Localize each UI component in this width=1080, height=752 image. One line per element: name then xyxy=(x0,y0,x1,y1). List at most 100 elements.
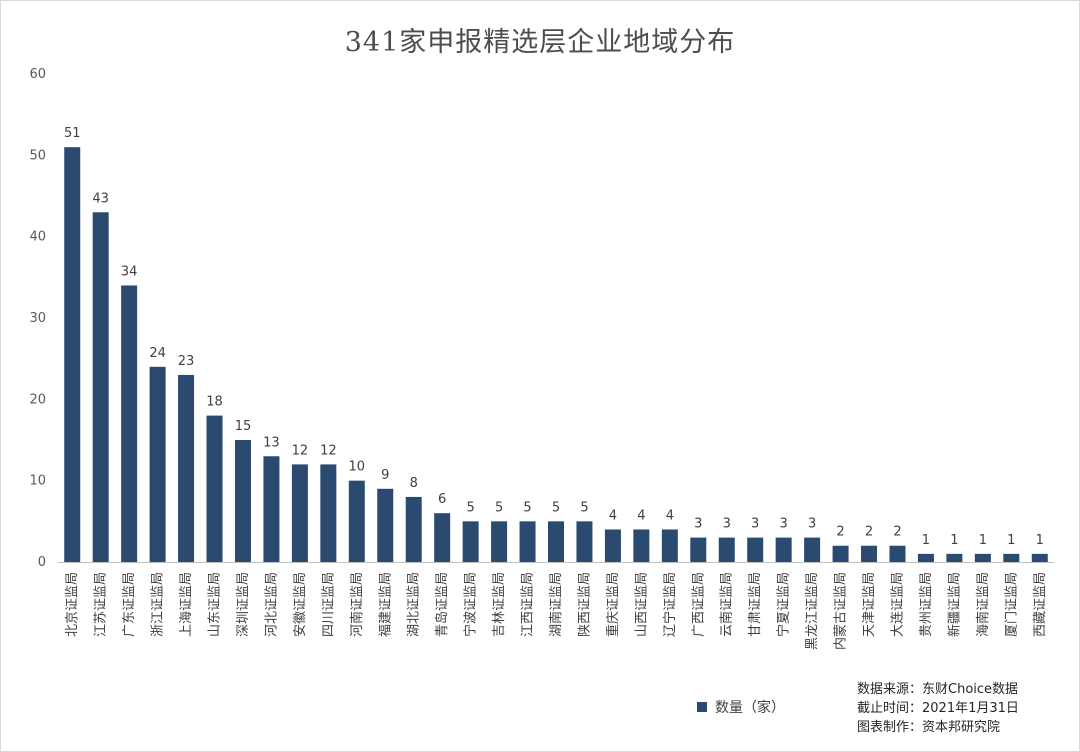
category-label: 贵州证监局 xyxy=(919,572,934,637)
category-label: 甘肃证监局 xyxy=(748,572,763,637)
category-label: 海南证监局 xyxy=(975,572,991,637)
category-label: 西藏证监局 xyxy=(1033,572,1048,637)
category-label: 福建证监局 xyxy=(378,572,393,637)
bar xyxy=(889,545,906,562)
bar xyxy=(434,513,451,562)
legend-swatch xyxy=(697,702,707,712)
category-label: 北京证监局 xyxy=(65,572,80,637)
bar xyxy=(917,553,934,562)
category-label: 安徽证监局 xyxy=(293,572,308,637)
data-label: 1 xyxy=(1036,533,1044,548)
data-label: 34 xyxy=(121,264,138,279)
category-label: 吉林证监局 xyxy=(492,572,507,637)
bar xyxy=(861,545,878,562)
data-label: 3 xyxy=(694,517,702,532)
cutoff-note: 截止时间：2021年1月31日 xyxy=(857,701,1019,716)
source-notes: 数据来源：东财Choice数据 截止时间：2021年1月31日 图表制作：资本邦… xyxy=(857,680,1019,737)
category-label: 重庆证监局 xyxy=(605,572,621,637)
data-label: 10 xyxy=(349,460,366,475)
category-label: 新疆证监局 xyxy=(946,572,962,637)
data-label: 4 xyxy=(666,508,674,523)
data-label: 23 xyxy=(178,354,195,369)
data-label: 1 xyxy=(922,533,930,548)
data-label: 6 xyxy=(438,492,446,507)
bar xyxy=(718,537,735,562)
category-label: 广西证监局 xyxy=(691,572,706,637)
data-label: 5 xyxy=(495,500,503,515)
bar xyxy=(747,537,764,562)
legend-label: 数量（家） xyxy=(715,700,785,716)
category-label: 天津证监局 xyxy=(862,572,877,637)
bar xyxy=(491,521,508,562)
bar xyxy=(291,464,308,562)
data-label: 8 xyxy=(410,476,418,491)
maker-note: 图表制作：资本邦研究院 xyxy=(857,720,1001,735)
bar xyxy=(804,537,821,562)
bar xyxy=(633,529,650,562)
category-label: 云南证监局 xyxy=(719,572,735,637)
bar xyxy=(832,545,849,562)
data-label: 43 xyxy=(92,191,109,206)
data-label: 4 xyxy=(609,508,617,523)
category-label: 深圳证监局 xyxy=(236,572,251,637)
data-label: 5 xyxy=(552,500,560,515)
data-label: 2 xyxy=(865,525,873,540)
data-label: 51 xyxy=(64,126,81,141)
category-label: 宁波证监局 xyxy=(463,572,479,637)
bar xyxy=(92,212,109,562)
data-label: 9 xyxy=(381,468,389,483)
bar xyxy=(519,521,536,562)
bar xyxy=(775,537,792,562)
category-label: 内蒙古证监局 xyxy=(833,572,849,650)
category-label: 青岛证监局 xyxy=(434,572,450,637)
bar xyxy=(661,529,678,562)
category-label: 湖南证监局 xyxy=(548,572,564,637)
data-label: 12 xyxy=(292,443,309,458)
data-label: 24 xyxy=(149,346,166,361)
data-label: 5 xyxy=(580,500,588,515)
bar xyxy=(263,456,280,562)
chart-title: 341家申报精选层企业地域分布 xyxy=(344,27,736,58)
data-label: 18 xyxy=(206,395,223,410)
bar xyxy=(149,366,166,562)
data-label: 13 xyxy=(263,435,280,450)
y-tick-label: 30 xyxy=(29,311,46,326)
data-label: 3 xyxy=(723,517,731,532)
category-label: 广东证监局 xyxy=(122,572,137,637)
y-tick-label: 0 xyxy=(38,555,46,570)
data-label: 12 xyxy=(320,443,337,458)
bar xyxy=(1003,553,1020,562)
category-label: 山西证监局 xyxy=(634,572,649,637)
category-label: 辽宁证监局 xyxy=(662,572,678,637)
bar xyxy=(234,440,251,562)
category-label: 大连证监局 xyxy=(889,572,905,637)
data-label: 2 xyxy=(836,525,844,540)
bar xyxy=(604,529,621,562)
category-label: 厦门证监局 xyxy=(1004,572,1019,637)
bar xyxy=(348,480,365,562)
bar xyxy=(121,285,138,562)
category-label: 陕西证监局 xyxy=(577,572,592,637)
y-tick-label: 40 xyxy=(29,230,46,245)
bar xyxy=(576,521,593,562)
y-tick-label: 50 xyxy=(29,148,46,163)
data-label: 1 xyxy=(1007,533,1015,548)
bar xyxy=(548,521,564,562)
category-label: 上海证监局 xyxy=(179,572,194,637)
data-label: 3 xyxy=(751,517,759,532)
category-label: 江西证监局 xyxy=(521,572,536,637)
source-note: 数据来源：东财Choice数据 xyxy=(857,682,1019,697)
data-label: 3 xyxy=(808,517,816,532)
bar xyxy=(974,553,991,562)
y-tick-label: 10 xyxy=(29,474,46,489)
data-label: 5 xyxy=(466,500,474,515)
y-tick-label: 60 xyxy=(29,67,46,82)
data-label: 2 xyxy=(893,525,901,540)
bar xyxy=(64,147,81,562)
category-label: 浙江证监局 xyxy=(151,572,166,637)
data-label: 1 xyxy=(950,533,958,548)
category-label: 四川证监局 xyxy=(321,572,336,637)
bar xyxy=(206,415,223,562)
category-label: 湖北证监局 xyxy=(407,572,422,637)
